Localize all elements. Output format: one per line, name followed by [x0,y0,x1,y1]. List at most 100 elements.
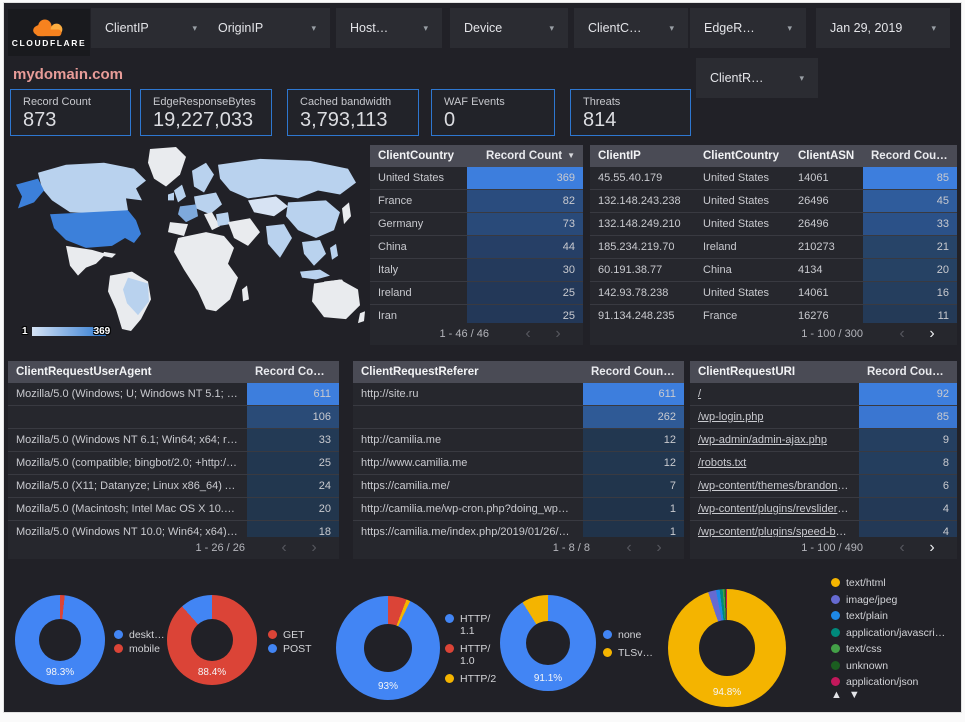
record-count-cell: 4 [859,498,957,520]
page-prev-icon[interactable]: ‹ [899,539,905,556]
legend-label: none [618,629,642,641]
column-header[interactable]: ClientIP [598,150,641,162]
filter-label: ClientR… [710,71,764,85]
uri-link[interactable]: /wp-login.php [698,411,764,423]
table-row: http://camilia.me 12 [353,428,684,451]
donut-percent-label: 94.8% [712,687,742,698]
filter-clientrequest[interactable]: ClientR… ▾ [696,58,818,98]
date-range-filter[interactable]: Jan 29, 2019 ▾ [816,8,950,48]
table-row: http://camilia.me/wp-cron.php?doing_wp_c… [353,497,684,520]
table-row: Ireland 25 [370,281,583,304]
table-cell: 26496 [798,218,829,230]
table-row: Mozilla/5.0 (Windows; U; Windows NT 5.1;… [8,383,339,405]
column-header[interactable]: ClientRequestReferer [361,366,479,378]
pagination-label: 1 - 8 / 8 [552,542,590,554]
filter-edger[interactable]: EdgeR… ▾ [690,8,806,48]
legend-dot [831,627,840,637]
uri-link[interactable]: / [698,388,702,400]
cloudflare-cloud-icon [33,19,63,37]
table-referer: ClientRequestReferer Record Count ▼ http://… [353,361,684,559]
legend-dot [445,644,454,654]
page-next-icon[interactable]: › [656,539,662,556]
column-header[interactable]: Record Count▼ [247,361,339,383]
column-header[interactable]: ClientRequestUserAgent [16,366,152,378]
filter-originip[interactable]: OriginIP ▾ [204,8,330,48]
pagination: 1 - 26 / 26 ‹ › [8,537,339,559]
page-prev-icon[interactable]: ‹ [626,539,632,556]
filter-clientip[interactable]: ClientIP ▾ [91,8,211,48]
record-count-cell: 24 [247,475,339,497]
donut-http-protocol[interactable]: 93% [336,596,440,700]
page-next-icon[interactable]: › [311,539,317,556]
pagination-label: 1 - 100 / 490 [801,542,863,554]
uri-link[interactable]: /wp-content/plugins/revslider/rs-p… [698,503,859,515]
table-cell: United States [703,195,770,207]
legend-label: mobile [129,643,160,656]
record-count-cell: 21 [863,236,957,258]
table-row: /wp-login.php 85 [690,405,957,428]
filter-label: EdgeR… [704,21,755,35]
donut-percent-label: 88.4% [197,667,227,678]
chevron-down-icon: ▾ [311,22,316,33]
donut-tls-version[interactable]: 91.1% [500,595,596,691]
legend-dot [268,644,277,654]
page-next-icon[interactable]: › [555,325,561,342]
donut-request-method[interactable]: 88.4% [167,595,257,685]
page-prev-icon[interactable]: ‹ [281,539,287,556]
legend-dot [445,674,454,684]
column-header[interactable]: Record Count – [871,150,957,162]
filter-device[interactable]: Device ▾ [450,8,568,48]
donut-hole [39,619,81,661]
uri-link[interactable]: /wp-content/themes/brandon/plu… [698,480,859,492]
cloudflare-logo-text: CLOUDFLARE [11,38,87,48]
donut-device-category[interactable]: 98.3% [15,595,105,685]
filter-clientc[interactable]: ClientC… ▾ [574,8,688,48]
map-united-kingdom [174,184,186,203]
map-united-states [50,210,141,248]
pagination: 1 - 8 / 8 ‹ › [353,537,684,559]
column-header[interactable]: ClientASN [798,150,855,162]
filter-host[interactable]: Host… ▾ [336,8,442,48]
table-row: Mozilla/5.0 (compatible; bingbot/2.0; +h… [8,451,339,474]
legend-label: unknown [846,659,889,672]
legend-label: GET [283,629,305,641]
pagination-label: 1 - 46 / 46 [439,328,489,340]
record-count-cell: 33 [247,429,339,451]
page-prev-icon[interactable]: ‹ [525,325,531,342]
column-header[interactable]: Record Count▼ [591,366,680,378]
geo-map-chart[interactable]: 1 369 [8,145,368,345]
map-legend-max: 369 [93,326,111,337]
record-count-cell: 9 [859,429,957,451]
column-header[interactable]: Record Count – [867,366,953,378]
table-cell: Germany [378,218,424,230]
column-header[interactable]: ClientRequestURI [698,366,796,378]
column-header[interactable]: ClientCountry [703,150,780,162]
table-row: Germany 73 [370,212,583,235]
table-row: 262 [353,405,684,428]
map-russia [218,158,356,199]
scroll-down-icon[interactable]: ▼ [848,689,860,701]
scroll-up-icon[interactable]: ▲ [831,689,842,701]
page-next-icon[interactable]: › [929,539,935,556]
scorecard-label: EdgeResponseBytes [153,96,256,108]
dashboard: CLOUDFLARE ClientIP ▾ OriginIP ▾ Host… ▾ Devic… [4,3,961,712]
record-count-cell: 73 [467,213,583,235]
donut-content-type[interactable]: 94.8% [668,589,786,707]
legend-dot [831,660,840,670]
table-row: /wp-content/themes/brandon/plu… 6 [690,474,957,497]
page-prev-icon[interactable]: ‹ [899,325,905,342]
uri-link[interactable]: /wp-admin/admin-ajax.php [698,434,828,446]
column-header[interactable]: Record Count▼ [486,150,575,162]
uri-link[interactable]: /robots.txt [698,457,747,469]
page-next-icon[interactable]: › [929,325,935,342]
filter-label: Host… [350,21,389,35]
table-cell: China [378,241,407,253]
table-cell: China [703,264,732,276]
record-count-cell: 6 [859,475,957,497]
column-header[interactable]: ClientCountry [378,150,455,162]
cloudflare-logo: CLOUDFLARE [8,9,90,56]
chevron-down-icon: ▾ [192,22,197,33]
map-philippines [330,243,338,260]
table-cell: http://camilia.me/wp-cron.php?doing_wp_c… [361,503,583,515]
legend-dot [831,594,840,604]
